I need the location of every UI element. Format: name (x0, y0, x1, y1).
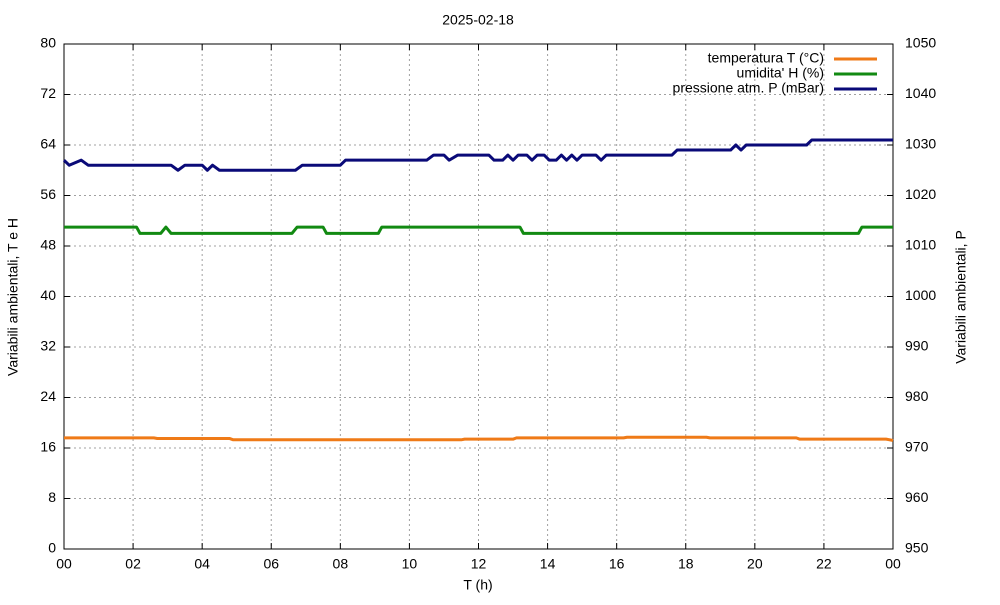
y-tick-label: 0 (48, 540, 56, 556)
y-tick-label: 16 (40, 439, 56, 455)
y2-tick-label: 1010 (905, 237, 936, 253)
y-tick-label: 72 (40, 85, 56, 101)
x-axis-label: T (h) (463, 577, 492, 593)
legend-label: umidita' H (%) (737, 65, 824, 81)
legend-label: temperatura T (°C) (708, 50, 824, 66)
y2-axis-label: Variabili ambientali, P (953, 230, 969, 364)
y2-tick-label: 990 (905, 338, 929, 354)
x-tick-label: 04 (194, 556, 210, 572)
x-tick-label: 00 (56, 556, 72, 572)
y2-tick-label: 1040 (905, 85, 936, 101)
y2-tick-label: 1000 (905, 287, 936, 303)
y-tick-label: 56 (40, 186, 56, 202)
y-tick-label: 64 (40, 136, 56, 152)
x-tick-label: 18 (678, 556, 694, 572)
series-line (64, 225, 893, 235)
x-tick-label: 00 (885, 556, 901, 572)
y2-tick-label: 960 (905, 489, 929, 505)
y2-tick-label: 1050 (905, 35, 936, 51)
y-tick-label: 32 (40, 338, 56, 354)
x-tick-label: 06 (263, 556, 279, 572)
series-line (64, 435, 894, 442)
y-tick-label: 48 (40, 237, 56, 253)
y-tick-label: 24 (40, 388, 56, 404)
y2-tick-label: 980 (905, 388, 929, 404)
x-tick-label: 08 (333, 556, 349, 572)
x-tick-label: 10 (402, 556, 418, 572)
y2-tick-label: 970 (905, 439, 929, 455)
y-tick-label: 80 (40, 35, 56, 51)
chart-title: 2025-02-18 (442, 12, 514, 28)
x-tick-label: 16 (609, 556, 625, 572)
y2-tick-label: 1030 (905, 136, 936, 152)
x-tick-label: 20 (747, 556, 763, 572)
y-tick-label: 40 (40, 287, 56, 303)
x-tick-label: 22 (816, 556, 832, 572)
x-tick-label: 02 (125, 556, 141, 572)
y-axis-label: Variabili ambientali, T e H (5, 218, 21, 376)
x-tick-label: 14 (540, 556, 556, 572)
y2-tick-label: 1020 (905, 186, 936, 202)
legend-label: pressione atm. P (mBar) (673, 80, 824, 96)
plot-border (63, 43, 894, 550)
y2-tick-label: 950 (905, 540, 929, 556)
series-line (62, 138, 893, 172)
x-tick-label: 12 (471, 556, 487, 572)
y-tick-label: 8 (48, 489, 56, 505)
